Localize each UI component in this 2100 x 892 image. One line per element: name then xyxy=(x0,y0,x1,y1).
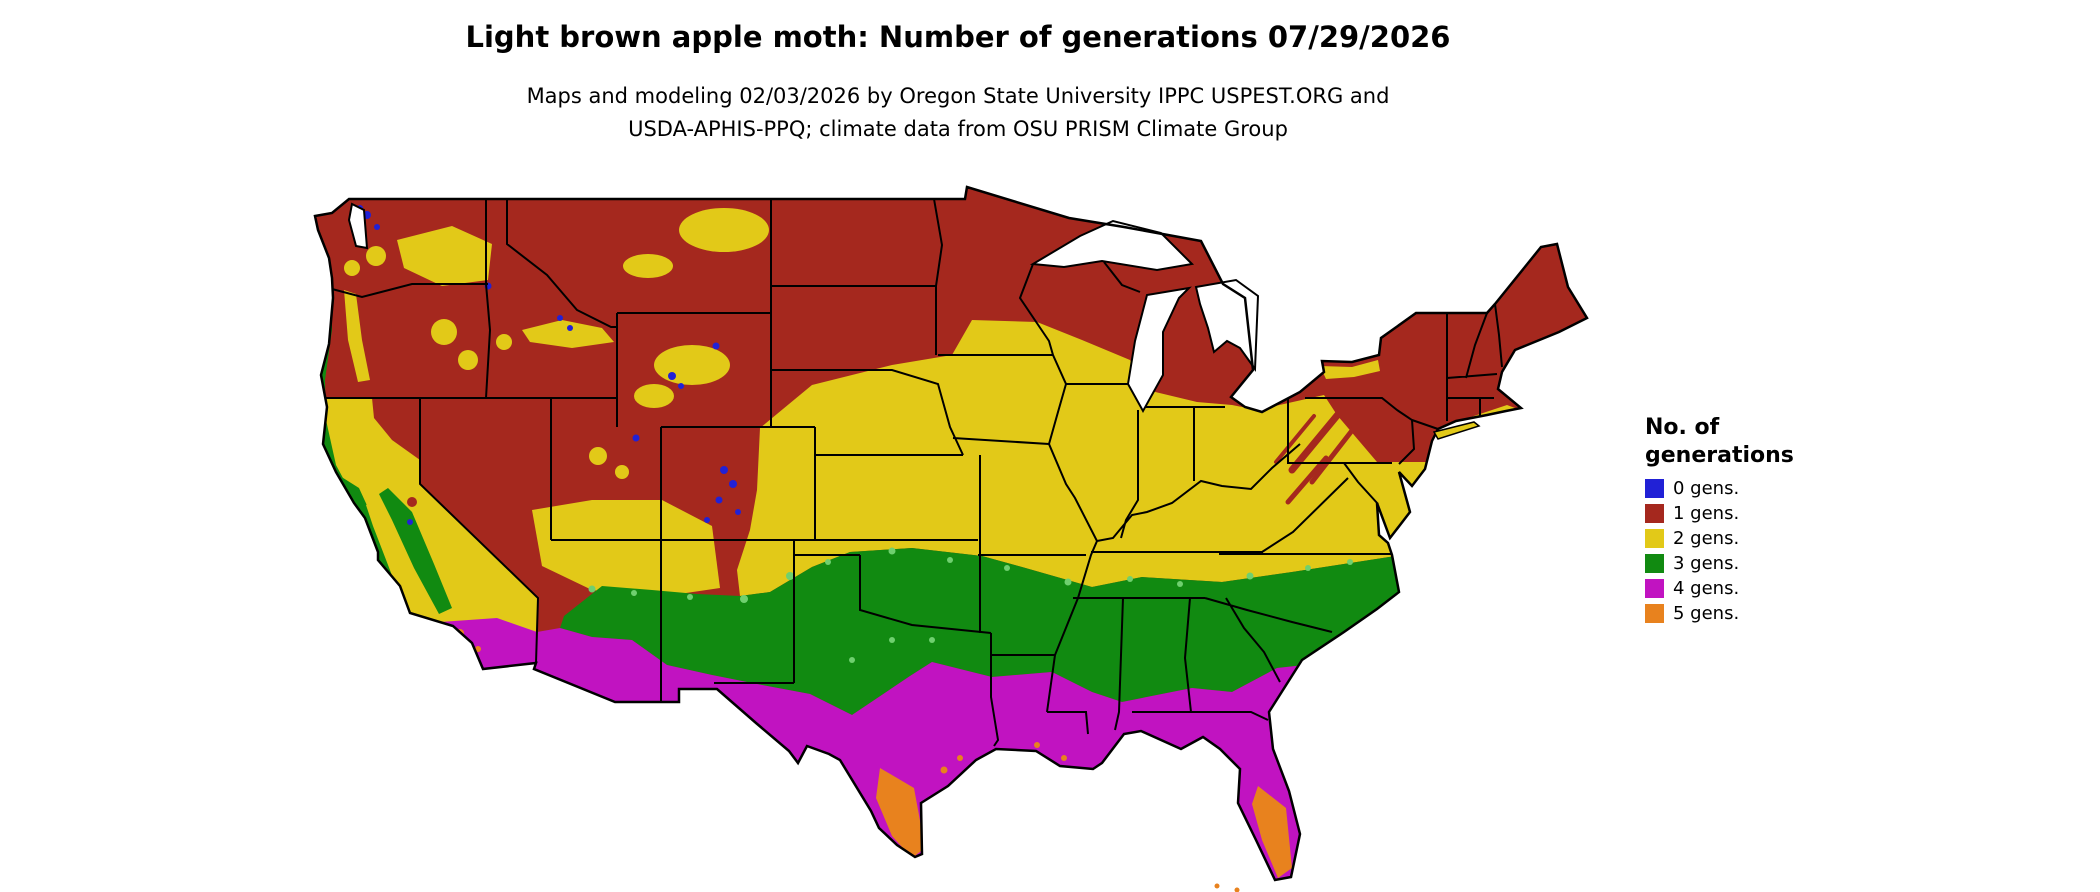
swatch-1-gens xyxy=(1645,504,1664,523)
legend-label-1-gens: 1 gens. xyxy=(1673,503,1740,524)
legend-row-4-gens: 4 gens. xyxy=(1645,576,1794,601)
swatch-5-gens xyxy=(1645,604,1664,623)
legend-label-2-gens: 2 gens. xyxy=(1673,528,1740,549)
us-generations-map xyxy=(292,170,1592,892)
legend-row-0-gens: 0 gens. xyxy=(1645,476,1794,501)
subtitle-line-2: USDA-APHIS-PPQ; climate data from OSU PR… xyxy=(628,117,1288,141)
subtitle: Maps and modeling 02/03/2026 by Oregon S… xyxy=(0,80,1916,146)
legend-title-line-1: No. of xyxy=(1645,415,1720,440)
region-5-generations xyxy=(456,629,1292,878)
central-valley-yellow xyxy=(366,501,426,616)
us-outline xyxy=(313,185,1589,882)
legend-row-3-gens: 3 gens. xyxy=(1645,551,1794,576)
lake-huron xyxy=(1194,278,1260,372)
map-svg xyxy=(313,185,1589,892)
lake-michigan xyxy=(1126,286,1192,414)
legend-label-0-gens: 0 gens. xyxy=(1673,478,1740,499)
swatch-0-gens xyxy=(1645,479,1664,498)
legend-title-line-2: generations xyxy=(1645,443,1794,468)
page-title: Light brown apple moth: Number of genera… xyxy=(465,20,1451,54)
subtitle-line-1: Maps and modeling 02/03/2026 by Oregon S… xyxy=(526,84,1390,108)
legend-row-5-gens: 5 gens. xyxy=(1645,601,1794,626)
legend: No. of generations 0 gens. 1 gens. 2 gen… xyxy=(1645,414,1794,626)
swatch-2-gens xyxy=(1645,529,1664,548)
legend-label-4-gens: 4 gens. xyxy=(1673,578,1740,599)
long-island xyxy=(1432,421,1481,440)
region-2-generations xyxy=(323,208,1542,669)
legend-items: 0 gens. 1 gens. 2 gens. 3 gens. 4 gens. … xyxy=(1645,476,1794,626)
region-3-generations xyxy=(560,548,1417,715)
legend-title: No. of generations xyxy=(1645,414,1794,470)
appalachian-red-streaks xyxy=(1274,408,1357,505)
light-green-speckles xyxy=(588,547,1353,663)
legend-row-1-gens: 1 gens. xyxy=(1645,501,1794,526)
swatch-4-gens xyxy=(1645,579,1664,598)
state-borders xyxy=(324,198,1503,747)
florida-keys xyxy=(1214,883,1240,892)
legend-label-3-gens: 3 gens. xyxy=(1673,553,1740,574)
legend-label-5-gens: 5 gens. xyxy=(1673,603,1740,624)
swatch-3-gens xyxy=(1645,554,1664,573)
legend-row-2-gens: 2 gens. xyxy=(1645,526,1794,551)
puget-sound xyxy=(347,202,369,250)
region-1-generations-extras xyxy=(372,398,420,507)
